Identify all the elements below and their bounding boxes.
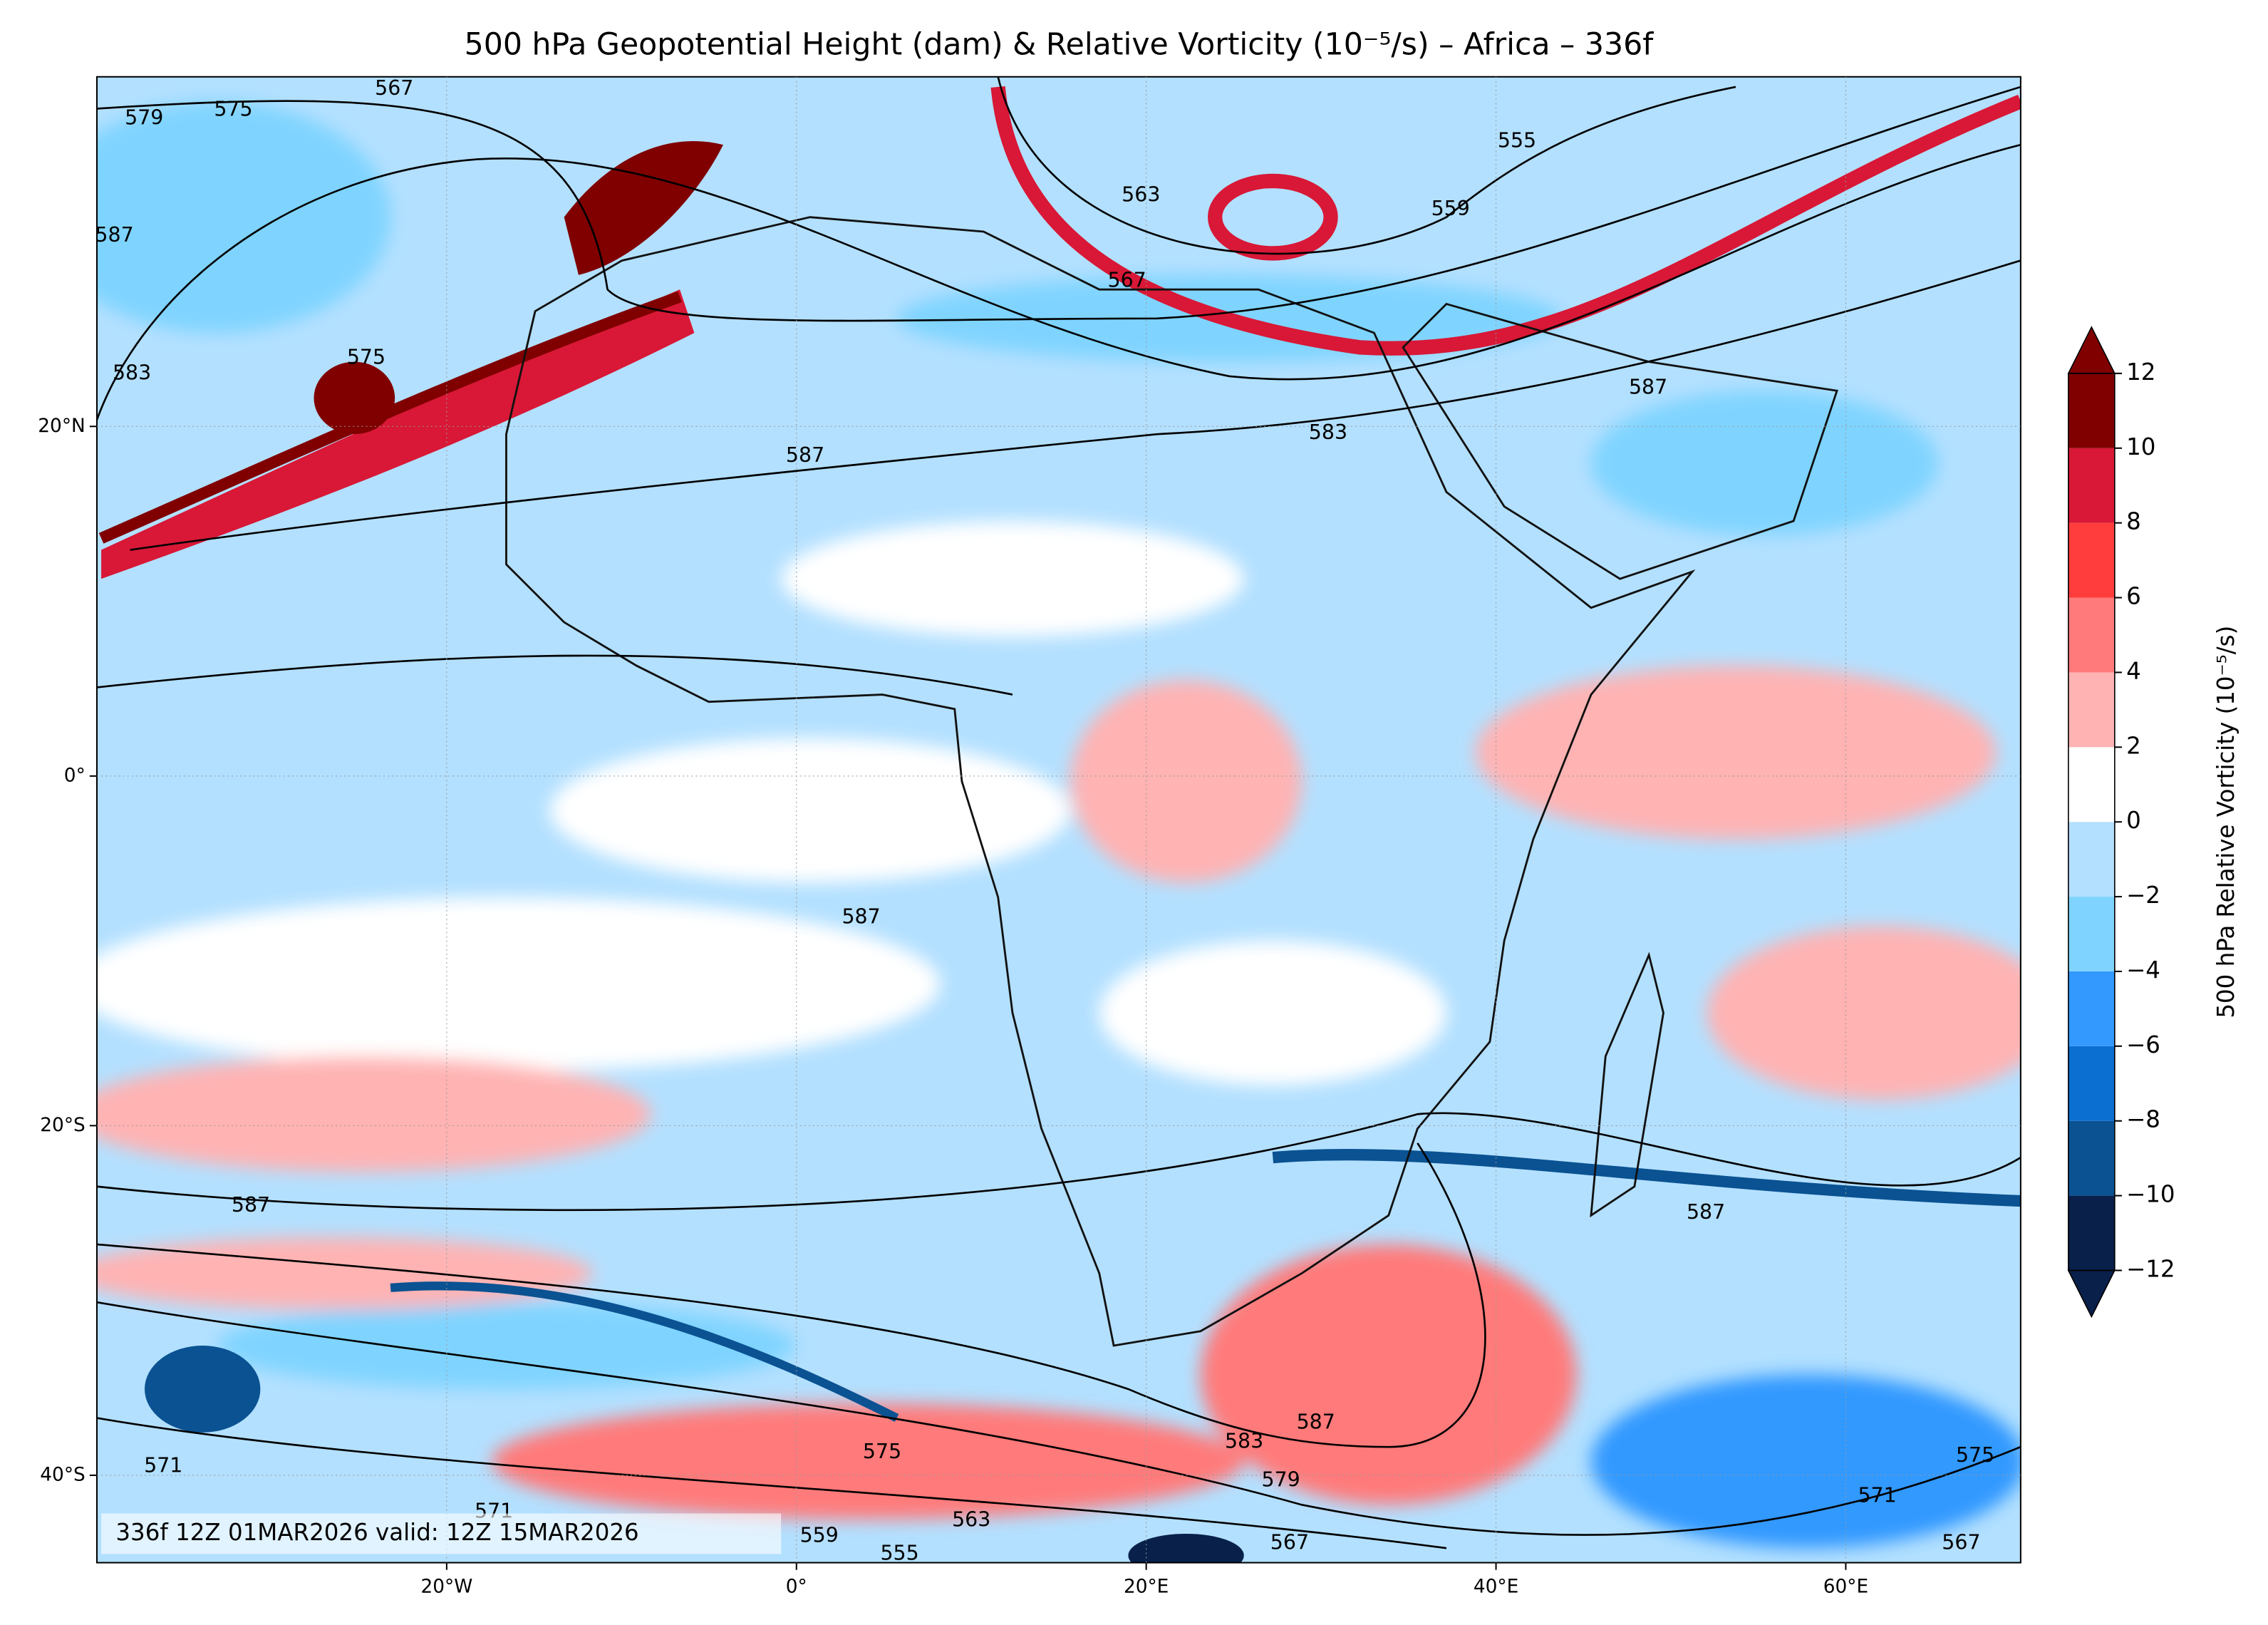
colorbar-tick-label: −8 <box>2126 1106 2160 1133</box>
contour-label: 555 <box>880 1541 918 1564</box>
contour-label: 575 <box>1956 1443 1994 1467</box>
colorbar-tick-label: 2 <box>2126 732 2141 759</box>
colorbar-tick-label: −10 <box>2126 1181 2175 1208</box>
x-tick-label: 40°E <box>1474 1577 1518 1598</box>
colorbar-swatch <box>2068 971 2115 1046</box>
map-title: 500 hPa Geopotential Height (dam) & Rela… <box>465 27 1655 63</box>
height-contour <box>97 1417 1447 1549</box>
x-tick-label: 20°E <box>1124 1577 1169 1598</box>
colorbar-swatch <box>2068 1195 2115 1271</box>
height-contour <box>97 143 2021 421</box>
colorbar-swatch <box>2068 522 2115 598</box>
vorticity-band <box>564 140 723 275</box>
contour-label: 587 <box>95 223 133 247</box>
contour-label: 567 <box>1270 1531 1309 1554</box>
y-tick-label: 20°S <box>40 1115 86 1136</box>
height-contour <box>97 1301 2021 1536</box>
colorbar-label: 500 hPa Relative Vorticity (10⁻⁵/s) <box>2212 626 2239 1018</box>
colorbar-swatch <box>2068 373 2115 448</box>
contour-label: 575 <box>347 346 385 369</box>
contour-label: 571 <box>144 1454 182 1477</box>
height-contour <box>97 654 1013 696</box>
x-tick-label: 60°E <box>1823 1577 1868 1598</box>
vorticity-core <box>314 361 395 435</box>
vorticity-band <box>101 289 695 579</box>
contour-label: 567 <box>1108 269 1146 292</box>
colorbar-tick-label: −4 <box>2126 956 2160 984</box>
footer-box <box>101 1513 782 1554</box>
coastline <box>1402 302 1838 580</box>
height-contour <box>97 86 2021 322</box>
contour-label: 587 <box>1629 375 1667 398</box>
vorticity-band <box>1272 1148 2021 1207</box>
colorbar-swatch <box>2068 672 2115 748</box>
colorbar-swatch <box>2068 747 2115 822</box>
colorbar-swatch <box>2068 597 2115 673</box>
colorbar-swatch <box>2068 822 2115 897</box>
colorbar-tick-label: 0 <box>2126 807 2141 834</box>
contour-label: 559 <box>1431 197 1470 220</box>
contour-label: 579 <box>125 106 163 130</box>
y-tick-label: 20°N <box>38 416 85 437</box>
coastline <box>1590 951 1664 1218</box>
contour-label: 575 <box>214 97 252 120</box>
height-contour <box>130 259 2021 551</box>
y-tick-label: 40°S <box>40 1464 86 1485</box>
map-field <box>97 76 2021 1563</box>
contour-label: 587 <box>842 905 880 929</box>
y-tick-label: 0° <box>64 765 86 786</box>
colorbar-over <box>2067 326 2116 374</box>
x-tick-label: 0° <box>786 1577 807 1598</box>
colorbar-swatch <box>2068 1046 2115 1121</box>
contour-label: 555 <box>1498 129 1536 153</box>
contour-label: 567 <box>375 76 413 100</box>
colorbar-tick-label: −6 <box>2126 1031 2160 1058</box>
vorticity-core <box>144 1346 261 1433</box>
contour-label: 559 <box>800 1524 839 1547</box>
vorticity-band <box>390 1281 899 1422</box>
contour-label: 587 <box>232 1193 270 1217</box>
contour-label: 579 <box>1262 1467 1300 1491</box>
contour-label: 583 <box>1309 421 1347 444</box>
contour-label: 571 <box>1858 1483 1896 1507</box>
colorbar-tick-label: 8 <box>2126 508 2141 535</box>
map-frame <box>95 76 2021 1564</box>
contour-label: 587 <box>786 443 824 467</box>
contour-label: 583 <box>1225 1429 1263 1453</box>
colorbar-tick-label: 4 <box>2126 657 2141 684</box>
colorbar-swatch <box>2068 897 2115 971</box>
contour-label: 587 <box>1687 1200 1725 1224</box>
colorbar-tick-label: 10 <box>2126 433 2155 460</box>
height-contour <box>97 1142 1486 1448</box>
height-contour <box>97 1112 2021 1212</box>
x-tick-label: 20°W <box>420 1577 472 1598</box>
contour-label: 563 <box>1122 183 1160 207</box>
vorticity-core <box>1128 1533 1244 1563</box>
contour-label: 583 <box>113 361 151 385</box>
coastline <box>505 216 1696 1347</box>
contour-label: 575 <box>863 1440 901 1463</box>
overlay: 20°W 0° 20°E 40°E 60°E 20°N 0° 20°S 40°S 567 575 57… <box>38 76 2175 1598</box>
vorticity-band <box>990 86 2021 356</box>
colorbar-tick-label: 6 <box>2126 583 2141 610</box>
colorbar-tick-label: −12 <box>2126 1255 2175 1282</box>
colorbar-tick-label: −2 <box>2126 882 2160 909</box>
run-info: 336f 12Z 01MAR2026 valid: 12Z 15MAR2026 <box>115 1519 638 1546</box>
contour-label: 563 <box>952 1508 990 1532</box>
colorbar-under <box>2067 1269 2116 1319</box>
contour-label: 567 <box>1942 1531 1980 1554</box>
colorbar-tick-label: 12 <box>2126 358 2155 386</box>
height-contour <box>997 76 1736 255</box>
colorbar-swatch <box>2068 448 2115 523</box>
colorbar-swatch <box>2068 1120 2115 1196</box>
contour-label: 587 <box>1297 1410 1335 1433</box>
